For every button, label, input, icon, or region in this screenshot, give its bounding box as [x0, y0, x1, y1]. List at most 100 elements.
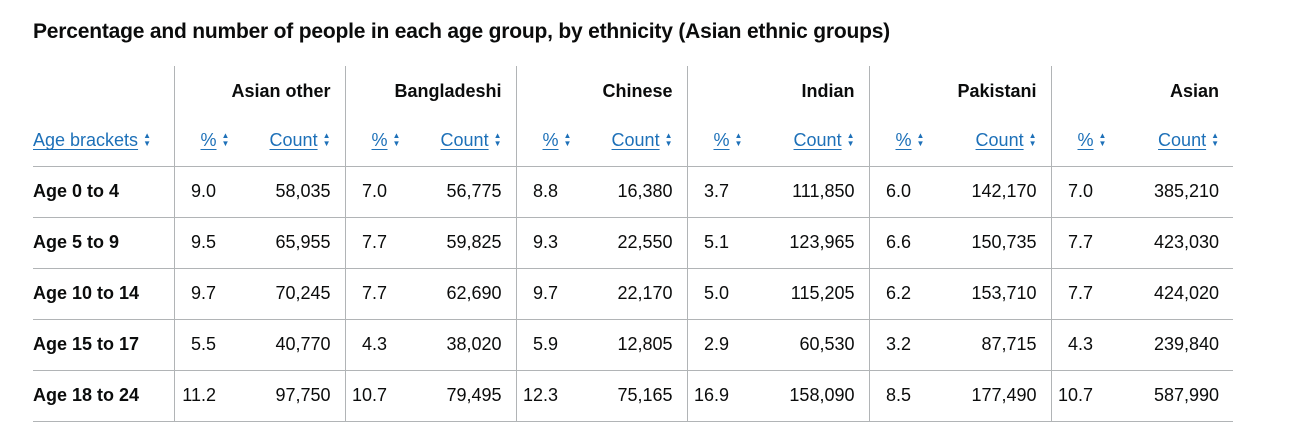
count-cell: 385,210	[1109, 166, 1234, 218]
group-header-pakistani: Pakistani	[868, 66, 1052, 116]
pct-cell: 8.5	[868, 370, 927, 422]
sort-icon[interactable]: ▲ ▼	[1028, 130, 1037, 148]
count-cell: 587,990	[1109, 370, 1234, 422]
pct-cell: 5.0	[686, 268, 745, 320]
count-cell: 59,825	[403, 217, 516, 269]
table-row: Age 0 to 4 9.0 58,035 7.0 56,775 8.8 16,380 3.7…	[33, 166, 1234, 218]
count-header-bangladeshi: Count ▲ ▼	[403, 116, 516, 167]
pct-cell: 10.7	[1050, 370, 1110, 422]
sort-count-button-asian-other[interactable]: Count	[269, 130, 318, 151]
sort-icon[interactable]: ▲ ▼	[734, 131, 743, 148]
sort-icon[interactable]: ▲ ▼	[493, 131, 502, 148]
sort-count-button-asian[interactable]: Count	[1158, 130, 1207, 151]
count-cell: 123,965	[745, 217, 869, 269]
sort-pct-button-asian[interactable]: %	[1077, 130, 1094, 151]
sort-icon[interactable]: ▲ ▼	[563, 131, 572, 148]
sort-count-button-indian[interactable]: Count	[793, 130, 842, 151]
sort-pct-button-chinese[interactable]: %	[542, 130, 559, 151]
count-header-indian: Count ▲ ▼	[745, 116, 869, 167]
pct-cell: 9.0	[173, 166, 232, 218]
sort-pct-button-asian-other[interactable]: %	[200, 130, 217, 151]
count-cell: 12,805	[574, 319, 687, 371]
count-cell: 423,030	[1109, 217, 1234, 269]
sort-icon[interactable]: ▲ ▼	[1211, 131, 1220, 148]
pct-cell: 7.7	[1050, 217, 1110, 269]
row-header-age: Age 18 to 24	[33, 370, 174, 422]
table-caption: Percentage and number of people in each …	[33, 20, 890, 43]
count-cell: 62,690	[403, 268, 516, 320]
pct-cell: 7.0	[1050, 166, 1110, 218]
count-cell: 58,035	[232, 166, 345, 218]
sort-header-row: Age brackets ▲ ▼% ▲ ▼ Count ▲ ▼% ▲ ▼ Count ▲ ▼% ▲ ▼ Cou…	[33, 116, 1234, 167]
count-cell: 40,770	[232, 319, 345, 371]
sort-icon[interactable]: ▲ ▼	[393, 131, 401, 148]
pct-cell: 6.6	[868, 217, 927, 269]
count-cell: 150,735	[927, 217, 1052, 269]
table-row: Age 5 to 9 9.5 65,955 7.7 59,825 9.3 22,550 5.1…	[33, 217, 1234, 269]
pct-cell: 4.3	[344, 319, 403, 371]
pct-cell: 2.9	[686, 319, 745, 371]
pct-cell: 10.7	[344, 370, 403, 422]
pct-cell: 3.7	[686, 166, 745, 218]
age-group-table: Asian other Bangladeshi Chinese Indian Pakis…	[33, 66, 1234, 422]
sort-icon[interactable]: ▲ ▼	[916, 130, 925, 148]
row-header-age: Age 5 to 9	[33, 217, 174, 269]
sort-up-icon: ▲	[1028, 130, 1037, 140]
count-header-pakistani: Count ▲ ▼	[927, 116, 1052, 167]
pct-cell: 7.7	[1050, 268, 1110, 320]
pct-cell: 6.2	[868, 268, 927, 320]
sort-count-button-chinese[interactable]: Count	[611, 130, 660, 151]
sort-icon[interactable]: ▲ ▼	[221, 130, 230, 148]
sort-age-brackets-button[interactable]: Age brackets	[33, 130, 139, 151]
pct-header-pakistani: % ▲ ▼	[868, 116, 927, 167]
pct-cell: 3.2	[868, 319, 927, 371]
count-cell: 22,170	[574, 268, 687, 320]
sort-up-icon: ▲	[221, 130, 230, 140]
sort-pct-button-bangladeshi[interactable]: %	[371, 130, 388, 151]
table-row: Age 18 to 24 11.2 97,750 10.7 79,495 12.3 75,1…	[33, 370, 1234, 422]
sort-down-icon: ▼	[1028, 138, 1037, 148]
pct-cell: 4.3	[1050, 319, 1110, 371]
sort-up-icon: ▲	[846, 130, 855, 140]
count-cell: 424,020	[1109, 268, 1234, 320]
sort-count-button-bangladeshi[interactable]: Count	[440, 130, 489, 151]
count-cell: 97,750	[232, 370, 345, 422]
pct-cell: 5.5	[173, 319, 232, 371]
sort-pct-button-pakistani[interactable]: %	[895, 130, 912, 151]
sort-down-icon: ▼	[563, 138, 572, 148]
count-cell: 87,715	[927, 319, 1052, 371]
sort-icon[interactable]: ▲ ▼	[1098, 130, 1107, 148]
pct-cell: 12.3	[515, 370, 574, 422]
sort-icon[interactable]: ▲ ▼	[143, 130, 151, 148]
group-header-empty	[33, 66, 174, 116]
group-header-asian-other: Asian other	[173, 66, 345, 116]
pct-cell: 6.0	[868, 166, 927, 218]
sort-down-icon: ▼	[493, 138, 502, 148]
sort-icon[interactable]: ▲ ▼	[665, 131, 673, 148]
count-header-asian-other: Count ▲ ▼	[232, 116, 345, 167]
table-body: Age 0 to 4 9.0 58,035 7.0 56,775 8.8 16,380 3.7…	[33, 166, 1234, 422]
pct-header-asian: % ▲ ▼	[1050, 116, 1110, 167]
sort-count-button-pakistani[interactable]: Count	[975, 130, 1024, 151]
sort-up-icon: ▲	[1098, 130, 1107, 140]
group-header-bangladeshi: Bangladeshi	[344, 66, 516, 116]
pct-cell: 7.7	[344, 217, 403, 269]
group-header-chinese: Chinese	[515, 66, 687, 116]
sort-up-icon: ▲	[322, 130, 331, 140]
sort-pct-button-indian[interactable]: %	[713, 130, 730, 151]
count-cell: 111,850	[745, 166, 869, 218]
table-row: Age 10 to 14 9.7 70,245 7.7 62,690 9.7 22,170 5…	[33, 268, 1234, 320]
count-cell: 22,550	[574, 217, 687, 269]
pct-cell: 8.8	[515, 166, 574, 218]
sort-up-icon: ▲	[916, 130, 925, 140]
pct-cell: 11.2	[173, 370, 232, 422]
sort-icon[interactable]: ▲ ▼	[846, 130, 855, 148]
count-cell: 75,165	[574, 370, 687, 422]
sort-down-icon: ▼	[1211, 138, 1220, 148]
pct-cell: 16.9	[686, 370, 745, 422]
sort-down-icon: ▼	[734, 138, 743, 148]
sort-down-icon: ▼	[221, 138, 230, 148]
sort-up-icon: ▲	[143, 130, 151, 140]
sort-icon[interactable]: ▲ ▼	[322, 130, 331, 148]
sort-down-icon: ▼	[846, 138, 855, 148]
